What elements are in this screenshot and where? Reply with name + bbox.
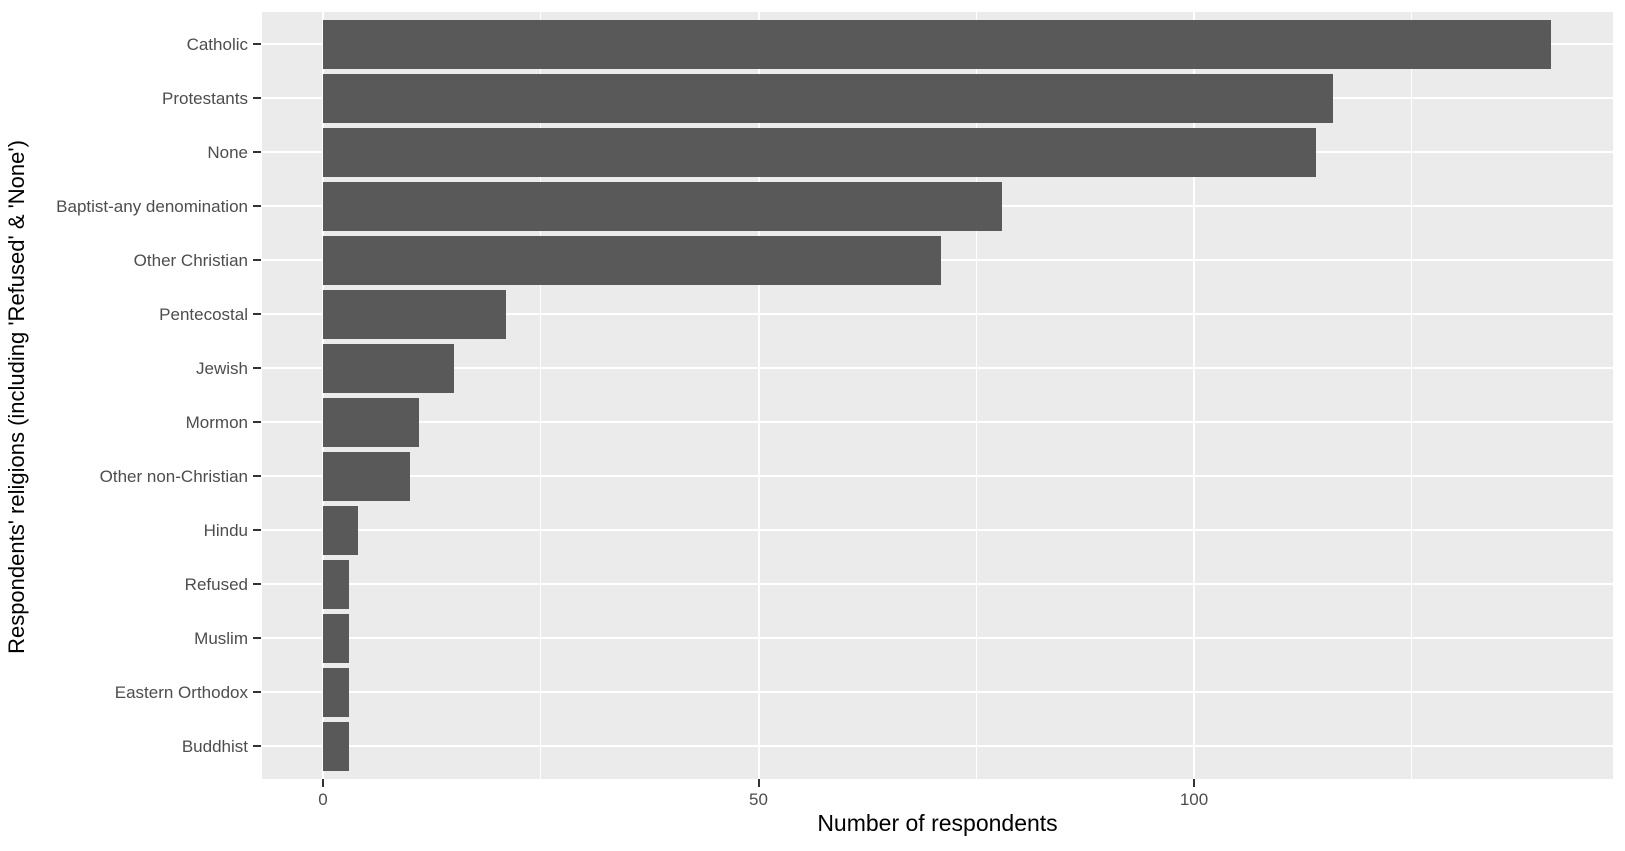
y-tick-label: Other Christian (133, 250, 248, 270)
bar (323, 289, 506, 339)
gridline-major-x0 (322, 12, 324, 779)
bar (323, 721, 350, 771)
y-tick-mark (253, 529, 261, 532)
gridline-major-x100 (1193, 12, 1195, 779)
gridline-minor-x125 (1411, 12, 1413, 779)
plot-panel (262, 12, 1613, 779)
y-tick-mark (253, 583, 261, 586)
x-axis-title: Number of respondents (817, 810, 1058, 836)
x-tick-mark (1193, 779, 1195, 787)
y-tick-label: Refused (184, 574, 248, 594)
y-tick-mark (253, 205, 261, 208)
gridline-minor-x75 (975, 12, 977, 779)
y-tick-label: Muslim (194, 628, 248, 648)
y-tick-mark (253, 367, 261, 370)
x-tick-label: 100 (1179, 790, 1209, 809)
y-tick-label: Eastern Orthodox (114, 682, 248, 702)
y-tick-label: Baptist-any denomination (56, 196, 248, 216)
bar (323, 19, 1552, 69)
y-tick-mark (253, 691, 261, 694)
gridline-major-y (262, 475, 1613, 478)
y-tick-label: Mormon (185, 412, 248, 432)
y-tick-mark (253, 475, 261, 478)
bar (323, 505, 358, 555)
y-tick-mark (253, 151, 261, 154)
bar (323, 127, 1316, 177)
gridline-minor-x25 (540, 12, 542, 779)
bar (323, 73, 1334, 123)
y-tick-label: Hindu (203, 520, 248, 540)
bar (323, 667, 350, 717)
y-tick-mark (253, 259, 261, 262)
gridline-major-y (262, 421, 1613, 424)
bar (323, 343, 454, 393)
x-tick-label: 0 (318, 790, 328, 809)
y-tick-mark (253, 97, 261, 100)
bar (323, 397, 419, 447)
y-tick-label: Jewish (196, 358, 248, 378)
bar (323, 235, 942, 285)
y-tick-label: None (207, 142, 248, 162)
gridline-major-y (262, 367, 1613, 370)
bar (323, 181, 1003, 231)
bar (323, 559, 350, 609)
x-tick-mark (757, 779, 760, 787)
y-tick-mark (253, 313, 261, 316)
y-tick-label: Other non-Christian (99, 466, 248, 486)
y-axis-title: Respondents' religions (including 'Refus… (4, 140, 29, 654)
y-tick-label: Pentecostal (159, 304, 248, 324)
y-tick-mark (253, 637, 261, 640)
gridline-major-y (262, 691, 1613, 694)
gridline-major-y (262, 637, 1613, 640)
y-tick-label: Buddhist (181, 736, 248, 756)
bar (323, 451, 411, 501)
gridline-major-y (262, 583, 1613, 586)
y-tick-mark (253, 43, 261, 46)
bar (323, 613, 350, 663)
gridline-major-y (262, 529, 1613, 532)
gridline-major-x50 (757, 12, 760, 779)
y-tick-mark (253, 745, 261, 748)
y-tick-label: Catholic (186, 34, 248, 54)
y-tick-mark (253, 421, 261, 424)
x-tick-mark (322, 779, 324, 787)
gridline-major-y (262, 313, 1613, 316)
y-tick-label: Protestants (162, 88, 248, 108)
gridline-major-y (262, 745, 1613, 748)
x-tick-label: 50 (749, 790, 768, 809)
